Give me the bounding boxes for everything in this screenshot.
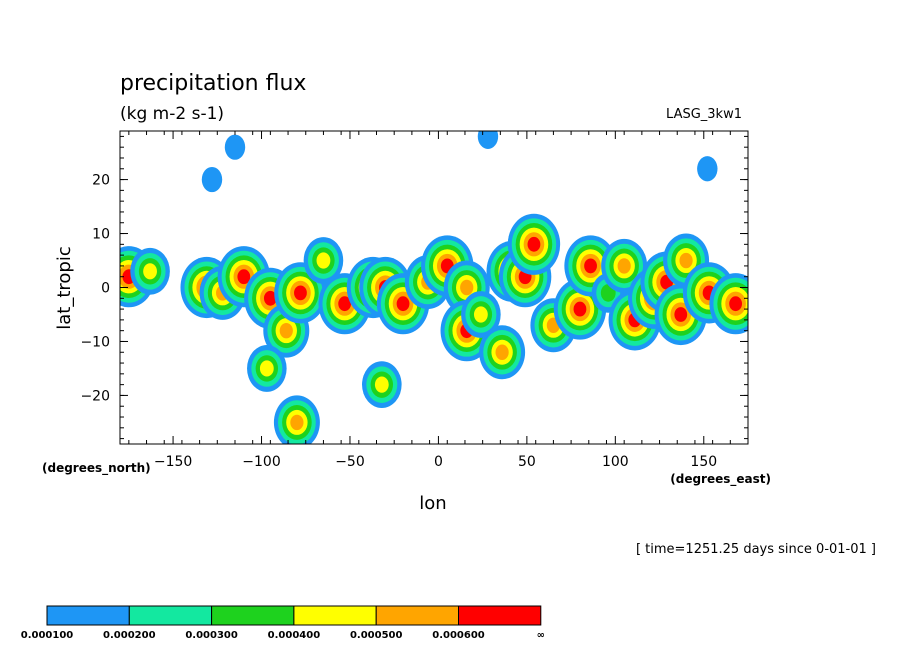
contour-level-6 xyxy=(237,269,251,285)
precip-cell xyxy=(201,166,223,193)
y-tick-label: −20 xyxy=(80,388,110,404)
precip-cell xyxy=(273,395,320,444)
y-tick-label: 20 xyxy=(92,173,110,189)
x-tick-label: 50 xyxy=(518,454,536,470)
colorbar-label: 0.000300 xyxy=(185,630,238,641)
contour-level-1 xyxy=(477,131,499,149)
colorbar-swatch xyxy=(458,605,542,626)
contour-level-6 xyxy=(338,296,352,312)
y-tick-label: 10 xyxy=(92,227,110,243)
chart-units: (kg m-2 s-1) xyxy=(120,104,224,124)
colorbar-label: 0.000400 xyxy=(268,630,321,641)
colorbar-swatch xyxy=(128,605,213,626)
contour-level-5 xyxy=(495,344,509,360)
colorbar-label: 0.000600 xyxy=(432,630,485,641)
contour-level-5 xyxy=(679,252,693,269)
x-tick-label: 0 xyxy=(434,454,443,470)
colorbar-label: 0.000500 xyxy=(350,630,403,641)
colorbar: 0.000100 0.000200 0.000300 0.000400 0.000500… xyxy=(21,605,545,641)
contour-level-6 xyxy=(396,296,410,312)
precip-cell xyxy=(461,291,501,338)
y-axis-title: lat_tropic xyxy=(54,246,75,330)
y-tick-label: −10 xyxy=(80,334,110,350)
precip-cell xyxy=(507,213,561,275)
model-label: LASG_3kw1 xyxy=(666,107,742,122)
y-units-label: (degrees_north) xyxy=(42,461,151,476)
colorbar-swatch xyxy=(293,605,377,626)
y-tick-label: 0 xyxy=(101,281,110,297)
colorbar-label: 0.000200 xyxy=(103,630,156,641)
y-axis: −20 −10 0 10 20 xyxy=(80,135,748,440)
precip-cell xyxy=(362,361,402,409)
precip-cell xyxy=(709,273,748,335)
contour-level-5 xyxy=(279,322,293,339)
contour-level-4 xyxy=(143,263,157,280)
contour-level-1 xyxy=(224,134,246,160)
contour-level-1 xyxy=(697,156,718,182)
contour-level-6 xyxy=(263,290,277,306)
contour-level-1 xyxy=(201,166,223,193)
contour-level-6 xyxy=(729,296,743,312)
x-tick-label: −150 xyxy=(154,454,192,470)
precip-cell xyxy=(224,134,246,160)
x-axis-title: lon xyxy=(419,493,446,514)
contour-level-4 xyxy=(259,360,274,377)
contour-level-4 xyxy=(473,306,488,323)
colorbar-swatch xyxy=(46,605,130,626)
contour-level-6 xyxy=(584,258,597,274)
chart-title: precipitation flux xyxy=(120,71,306,96)
contour-level-5 xyxy=(290,414,304,431)
colorbar-swatch xyxy=(375,605,460,626)
precip-cell xyxy=(697,156,718,182)
time-label: [ time=1251.25 days since 0-01-01 ] xyxy=(636,542,876,557)
x-tick-label: 150 xyxy=(690,454,717,470)
precip-cell xyxy=(130,247,170,295)
colorbar-label: 0.000100 xyxy=(21,630,74,641)
precip-cell xyxy=(303,237,344,284)
contour-level-5 xyxy=(617,258,631,274)
precip-cell xyxy=(247,345,287,392)
precip-cell xyxy=(274,262,327,324)
contour-level-6 xyxy=(674,307,688,322)
contour-fields xyxy=(120,131,748,444)
precip-cell xyxy=(479,325,526,380)
x-tick-label: −100 xyxy=(242,454,280,470)
x-tick-label: −50 xyxy=(335,454,365,470)
precip-cell xyxy=(477,131,499,149)
contour-level-4 xyxy=(316,252,331,269)
x-tick-label: 100 xyxy=(602,454,629,470)
x-axis: −150 −100 −50 0 50 100 150 xyxy=(128,131,749,470)
precip-cell xyxy=(443,260,490,315)
contour-level-6 xyxy=(294,285,307,301)
contour-level-5 xyxy=(460,279,474,296)
contour-level-6 xyxy=(573,301,587,317)
colorbar-label: ∞ xyxy=(537,630,545,641)
x-units-label: (degrees_east) xyxy=(670,472,771,487)
contour-level-4 xyxy=(374,376,389,393)
colorbar-swatch xyxy=(211,605,295,626)
contour-level-6 xyxy=(527,236,541,252)
